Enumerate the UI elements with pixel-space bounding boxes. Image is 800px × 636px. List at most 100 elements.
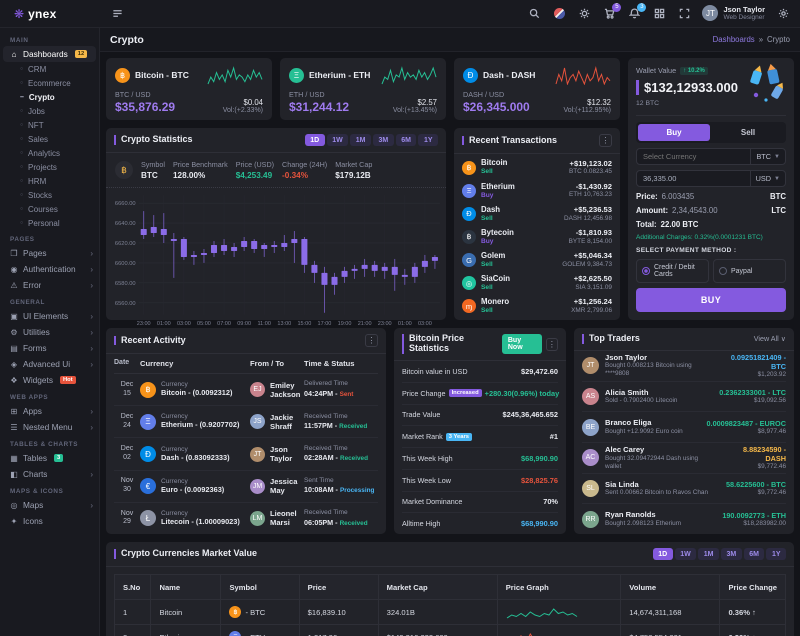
amount-input[interactable] — [637, 174, 750, 183]
date-day: 29 — [123, 518, 131, 526]
logo[interactable]: ❋ ynex — [0, 0, 100, 27]
transaction-coin: Golem — [481, 251, 506, 261]
range-button-1d[interactable]: 1D — [304, 134, 325, 146]
sidebar-item-authentication[interactable]: ◉ Authentication › — [0, 261, 99, 277]
activity-header: Currency — [140, 359, 174, 368]
activity-header: Date — [114, 359, 130, 367]
cart-icon[interactable]: 5 — [602, 2, 622, 21]
top-traders-card: Top Traders View All ∨ JT Json Taylor Boug… — [574, 328, 794, 534]
range-button-6m[interactable]: 6M — [395, 134, 417, 146]
notifications-bell-icon[interactable]: 3 — [627, 2, 647, 21]
div: Ξ Etherium - ETH — [289, 65, 437, 85]
sidebar-item-widgets[interactable]: ❖ Widgets Hot — [0, 372, 99, 388]
range-button-6m[interactable]: 6M — [743, 548, 765, 560]
sidebar-item-maps[interactable]: ◎ Maps › — [0, 497, 99, 513]
amount-row: Amount: 2,34,4543.00 LTC — [636, 206, 786, 215]
search-icon[interactable] — [527, 7, 541, 21]
transaction-amount: +$5,236.53 — [573, 204, 612, 214]
range-button-1d[interactable]: 1D — [652, 548, 673, 560]
sidebar-item-hrm[interactable]: HRM — [0, 174, 99, 188]
currency-label: Currency — [161, 381, 188, 389]
sidebar-item-apps[interactable]: ⊞ Apps › — [0, 403, 99, 419]
language-flag-icon[interactable] — [552, 7, 566, 21]
sidebar-item-courses[interactable]: Courses — [0, 202, 99, 216]
btc-stat-row-market-dominance: Market Dominance 70% — [402, 492, 558, 514]
transaction-coin: Bytecoin — [481, 227, 514, 237]
sidebar-item-crm[interactable]: CRM — [0, 62, 99, 76]
range-button-1m[interactable]: 1M — [350, 134, 371, 146]
currency-value: Bitcoin - (0.0092312) — [161, 388, 233, 398]
sidebar-item-charts[interactable]: ◧ Charts › — [0, 466, 99, 482]
recent-transactions-card: Recent Transactions ⋮ ฿ Bitcoin Sell +$19,1… — [454, 128, 620, 320]
currency-label: Currency — [161, 477, 188, 485]
usd-select[interactable]: USD ▼ — [749, 171, 785, 186]
widgets-icon: ❖ — [10, 375, 18, 385]
date-month: Nov — [120, 477, 134, 485]
activity-row: Dec 24 Ξ Currency Etherium - (0.9207702) JS Ja… — [114, 406, 378, 439]
svg-text:6640.00: 6640.00 — [115, 221, 136, 227]
sidebar-item-utilities[interactable]: ⚙ Utilities › — [0, 324, 99, 340]
trader-value: 0.0009823487 - EUROC — [706, 418, 786, 428]
sidebar-item-projects[interactable]: Projects — [0, 160, 99, 174]
sidebar-item-jobs[interactable]: Jobs — [0, 104, 99, 118]
transaction-row-dash: Ð Dash Sell +$5,236.53 DASH 12,456.98 — [462, 204, 612, 222]
sidebar-item-tables[interactable]: ▦ Tables 3 — [0, 450, 99, 466]
candlestick-chart[interactable]: 6660.00 6640.00 6620.00 6600.00 6580.00 6560.… — [106, 188, 446, 330]
market-row-etherium: 2Etherium Ξ- ETH 1,217.96$149,316,232,699 $… — [113, 624, 786, 636]
sidebar-item-forms[interactable]: ▤ Forms › — [0, 340, 99, 356]
sidebar-item-nft[interactable]: NFT — [0, 118, 99, 132]
tab-sell[interactable]: Sell — [740, 128, 756, 137]
range-button-3m[interactable]: 3M — [720, 548, 742, 560]
coin-price: $31,244.12 — [289, 100, 350, 114]
chevron-right-icon: › — [90, 469, 93, 479]
sidebar-item-advanced-ui[interactable]: ◈ Advanced Ui › — [0, 356, 99, 372]
sidebar-item-pages[interactable]: ❐ Pages › — [0, 245, 99, 261]
symbol-wrap: Ξ- ETH — [229, 631, 290, 636]
payment-option-paypal[interactable]: Paypal — [713, 259, 786, 283]
sidebar-item-ui-elements[interactable]: ▣ UI Elements › — [0, 308, 99, 324]
trader-row-alec-carey: AC Alec Carey Bought 32.09472944 Dash usin… — [582, 443, 786, 474]
trader-amounts: 0.09251821409 - BTC $1,203.92 — [718, 353, 786, 379]
trader-description: Bought 0.008213 Bitcoin using ****9808 — [605, 362, 692, 378]
more-options-icon[interactable]: ⋮ — [599, 134, 612, 147]
sidebar-item-nested-menu[interactable]: ☰ Nested Menu › — [0, 419, 99, 435]
currency-select[interactable]: BTC ▼ — [750, 149, 785, 164]
sidebar-item-dashboards[interactable]: ⌂ Dashboards 12 — [3, 46, 96, 62]
sidebar-item-crypto[interactable]: Crypto — [0, 90, 99, 104]
status-badge: Received — [339, 519, 368, 527]
fullscreen-icon[interactable] — [677, 7, 691, 21]
settings-gear-icon[interactable] — [776, 7, 790, 21]
recent-activity-card: Recent Activity ⋮ Date Currency From / To T… — [106, 328, 386, 534]
sidebar-badge: 3 — [53, 454, 64, 462]
sidebar-item-analytics[interactable]: Analytics — [0, 146, 99, 160]
theme-toggle-sun-icon[interactable] — [577, 7, 591, 21]
logo-flower-icon: ❋ — [14, 6, 25, 21]
breadcrumb-dashboards[interactable]: Dashboards — [712, 35, 755, 44]
activity-date: Dec 24 — [114, 413, 140, 431]
buy-now-button[interactable]: Buy Now — [501, 334, 542, 354]
sidebar-item-error[interactable]: ⚠ Error › — [0, 277, 99, 293]
range-button-1m[interactable]: 1M — [698, 548, 719, 560]
sidebar-item-sales[interactable]: Sales — [0, 132, 99, 146]
view-all-button[interactable]: View All ∨ — [753, 334, 786, 344]
more-options-icon[interactable]: ⋮ — [545, 337, 558, 351]
range-button-1y[interactable]: 1Y — [766, 548, 786, 560]
time-range-buttons: 1D 1W 1M 3M 6M 1Y — [652, 548, 786, 560]
hamburger-menu-icon[interactable] — [110, 7, 124, 21]
apps-grid-icon[interactable] — [652, 7, 666, 21]
range-button-1y[interactable]: 1Y — [418, 134, 438, 146]
sidebar-item-stocks[interactable]: Stocks — [0, 188, 99, 202]
range-button-1w[interactable]: 1W — [674, 548, 697, 560]
range-button-1w[interactable]: 1W — [326, 134, 349, 146]
sidebar-item-ecommerce[interactable]: Ecommerce — [0, 76, 99, 90]
tab-buy[interactable]: Buy — [638, 124, 710, 141]
range-button-3m[interactable]: 3M — [372, 134, 394, 146]
more-options-icon[interactable]: ⋮ — [365, 334, 378, 347]
sidebar-item-icons[interactable]: ✦ Icons — [0, 513, 99, 529]
coin-sparkline — [207, 66, 263, 85]
buy-button[interactable]: BUY — [636, 288, 786, 312]
sidebar-item-personal[interactable]: Personal — [0, 216, 99, 230]
payment-option-credit-debit-cards[interactable]: Credit / Debit Cards — [636, 259, 709, 283]
user-profile[interactable]: JT Json Taylor Web Designer — [702, 5, 765, 22]
select-currency-input[interactable] — [637, 152, 751, 161]
